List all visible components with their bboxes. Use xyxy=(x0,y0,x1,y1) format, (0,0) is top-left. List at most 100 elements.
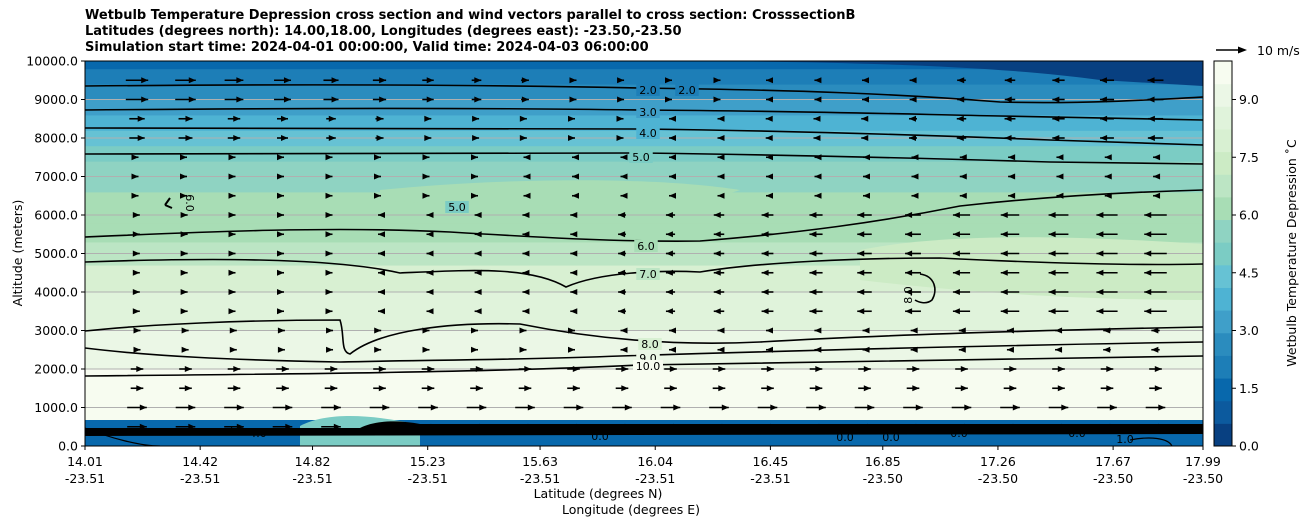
colorbar-segment xyxy=(1214,332,1232,356)
wind-vector-head xyxy=(233,366,241,372)
wind-vector-head xyxy=(956,115,964,122)
x-tick-label-lat: 14.82 xyxy=(295,454,331,469)
wind-vector-head xyxy=(523,173,531,180)
wind-vector-head xyxy=(770,404,778,411)
wind-vector-head xyxy=(959,173,967,180)
colorbar-segment xyxy=(1214,174,1232,198)
wind-vector-head xyxy=(713,212,721,218)
wind-vector-head xyxy=(905,231,913,238)
x-tick-label-lat: 16.45 xyxy=(753,454,789,469)
x-tick-label-lat: 16.85 xyxy=(865,454,901,469)
wind-vector-head xyxy=(862,77,870,84)
wind-vector-head xyxy=(522,231,530,238)
title-line-2: Latitudes (degrees north): 14.00,18.00, … xyxy=(85,24,682,39)
colorbar-segment xyxy=(1214,128,1232,153)
wind-vector-head xyxy=(1109,423,1117,430)
wind-vector-head xyxy=(180,231,188,238)
wind-vector-head xyxy=(333,423,341,430)
wind-vector-head xyxy=(863,154,870,161)
wind-vector-head xyxy=(952,308,960,315)
wind-vector-head xyxy=(1012,404,1020,411)
wind-vector-head xyxy=(857,231,865,238)
wind-vector-head xyxy=(180,154,187,161)
wind-vector-head xyxy=(911,192,919,199)
surface-contour-label: 0.0 xyxy=(1068,427,1086,440)
wind-vector-head xyxy=(430,423,438,430)
wind-vector-head xyxy=(911,173,919,180)
wind-vector-head xyxy=(713,77,721,84)
wind-vector-head xyxy=(713,231,721,238)
wind-vector-head xyxy=(1061,404,1069,411)
wind-vector-head xyxy=(180,212,188,218)
title-line-1: Wetbulb Temperature Depression cross sec… xyxy=(85,8,856,23)
contour-line-8.0-closed xyxy=(914,273,936,304)
wind-vector-head xyxy=(1057,385,1065,392)
contour-label-bg xyxy=(636,127,660,139)
wind-vector-head xyxy=(814,327,822,334)
wind-vector-head xyxy=(912,366,920,372)
wind-vector-head xyxy=(568,327,575,334)
wind-vector-head xyxy=(669,173,676,180)
wind-vector-head xyxy=(620,192,628,199)
wind-vector-head xyxy=(523,192,531,199)
wind-vector-head xyxy=(188,96,196,103)
wind-vector-head xyxy=(857,212,865,218)
wind-vector-head xyxy=(818,423,826,430)
wind-vector-head xyxy=(1104,192,1112,199)
wind-vector-head xyxy=(521,96,529,103)
wind-vector-head xyxy=(228,212,236,218)
contour-label-bg xyxy=(675,84,699,96)
wind-vector-head xyxy=(814,96,822,103)
wind-vector-head xyxy=(181,346,189,353)
wind-vector-head xyxy=(180,250,188,257)
wind-vector-head xyxy=(277,308,284,315)
contour-label: 2.0 xyxy=(678,84,696,97)
wind-vector-head xyxy=(765,135,773,141)
wind-vector-head xyxy=(1144,231,1152,238)
wind-vector-head xyxy=(905,250,913,257)
x-tick-label-lat: 14.01 xyxy=(67,454,103,469)
wind-vector-head xyxy=(809,212,817,218)
wind-vector-head xyxy=(522,269,530,276)
wind-vector-head xyxy=(277,212,284,218)
wind-vector-head xyxy=(527,423,535,430)
colorbar-tick-label: 0.0 xyxy=(1239,439,1259,454)
wind-vector-head xyxy=(184,366,192,372)
wind-vector-head xyxy=(184,385,192,392)
wind-vector-head xyxy=(185,135,193,141)
wind-vector-head xyxy=(952,289,960,295)
colorbar-segment xyxy=(1214,310,1232,334)
x-tick-label-lon: -23.50 xyxy=(1093,471,1133,486)
wind-vector-head xyxy=(960,366,968,372)
wind-vector-head xyxy=(132,269,140,276)
y-tick-label: 6000.0 xyxy=(34,208,78,223)
surface-contour-label: 4.0 xyxy=(249,427,267,440)
wind-vector-head xyxy=(1096,231,1104,238)
wind-vector-head xyxy=(236,404,244,411)
x-tick-label-lon: -23.51 xyxy=(520,471,560,486)
wind-vector-head xyxy=(1099,96,1107,103)
wind-vector-head xyxy=(818,404,826,411)
x-tick-label-lat: 15.23 xyxy=(410,454,446,469)
wind-vector-head xyxy=(427,366,435,372)
surface-contour-label: 3.0 xyxy=(226,424,244,437)
wind-vector-head xyxy=(572,366,580,372)
wind-vector-head xyxy=(761,212,769,218)
wind-vector-head xyxy=(618,289,626,295)
wind-vector-head xyxy=(861,135,869,141)
wind-vector-head xyxy=(669,366,677,372)
contour-label-bg xyxy=(445,201,469,213)
wind-vector-head xyxy=(857,269,865,276)
x-tick-label-lon: -23.50 xyxy=(978,471,1018,486)
wind-vector-head xyxy=(861,115,869,122)
wind-vector-head xyxy=(522,212,530,218)
colorbar-segment xyxy=(1214,287,1232,311)
wind-vector-head xyxy=(909,77,917,84)
wind-vector-head xyxy=(814,346,822,353)
wind-vector-head xyxy=(761,231,769,238)
wind-vector-head xyxy=(1096,289,1104,295)
wind-vector-head xyxy=(616,115,624,122)
contour-line-9.0 xyxy=(85,341,1203,363)
wind-vector-head xyxy=(905,308,913,315)
wind-vector-head xyxy=(374,173,381,180)
